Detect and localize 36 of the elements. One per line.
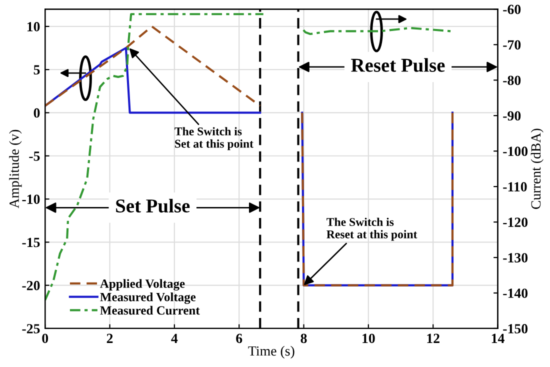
y2-tick-label: -100 (503, 146, 528, 156)
y-tick-label: -25 (22, 324, 40, 334)
x-axis-title: Time (s) (248, 346, 294, 359)
legend-label: Measured Current (100, 306, 200, 315)
annotation: The Switch is Reset at this point (326, 218, 418, 241)
y2-tick-label: -140 (503, 288, 528, 298)
y2-tick-label: -80 (503, 76, 521, 86)
y2-tick-label: -150 (503, 324, 528, 334)
annotation: Set Pulse (116, 198, 190, 213)
y2-tick-label: -60 (503, 4, 521, 14)
x-tick-label: 10 (362, 334, 375, 344)
y-tick-label: -15 (22, 238, 40, 248)
y-axis-title: Amplitude (v) (9, 130, 22, 208)
y2-tick-label: -90 (503, 111, 521, 121)
x-tick-label: 8 (300, 334, 307, 344)
annotation: The Switch is Set at this point (174, 127, 254, 150)
x-tick-label: 12 (427, 334, 440, 343)
y2-axis-title: Current (dBA) (530, 128, 544, 209)
x-tick-label: 4 (171, 334, 178, 343)
annotation: Reset Pulse (351, 58, 445, 72)
y2-tick-label: -120 (503, 218, 528, 227)
x-tick-label: 0 (42, 334, 48, 344)
legend-label: Applied Voltage (100, 279, 185, 291)
x-tick-label: 14 (492, 334, 504, 343)
y-tick-label: 5 (34, 65, 40, 75)
y-tick-label: 0 (34, 108, 40, 118)
y2-tick-label: -110 (503, 182, 527, 192)
y2-tick-label: -70 (503, 40, 521, 50)
y-tick-label: -5 (29, 152, 40, 161)
y2-tick-label: -130 (503, 253, 528, 262)
x-tick-label: 6 (236, 334, 242, 344)
y-tick-label: -10 (22, 194, 40, 204)
y-tick-label: -20 (22, 280, 40, 290)
legend-label: Measured Voltage (100, 292, 196, 304)
x-tick-label: 2 (106, 334, 113, 343)
y-tick-label: 10 (27, 22, 40, 32)
